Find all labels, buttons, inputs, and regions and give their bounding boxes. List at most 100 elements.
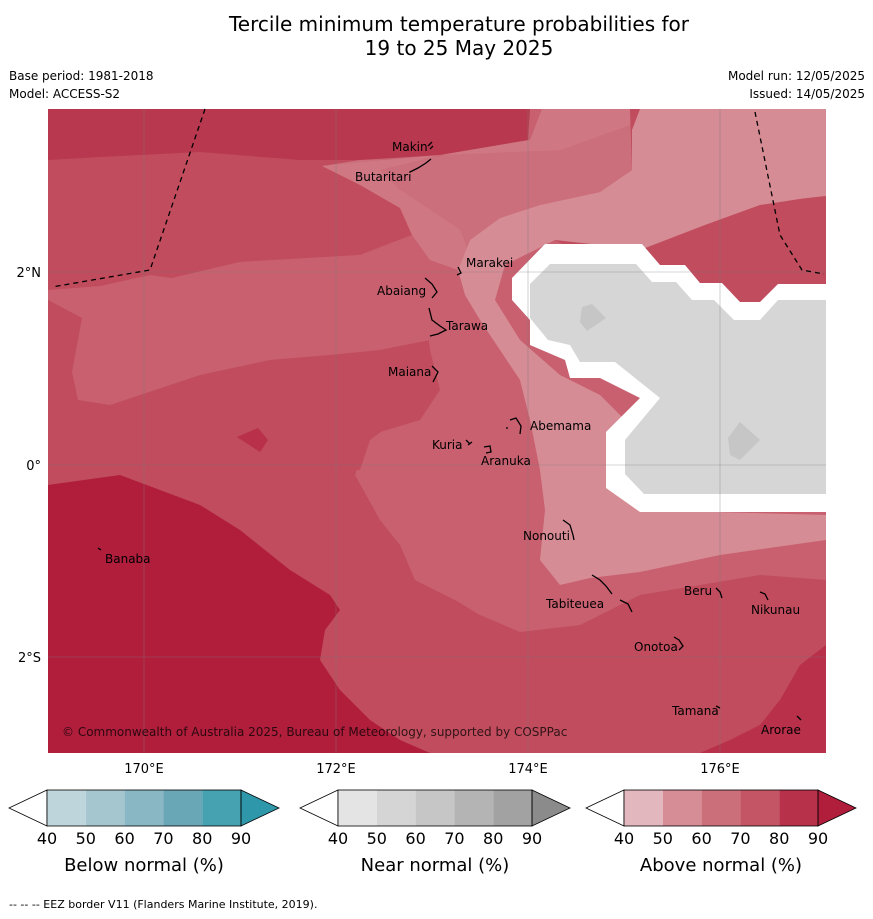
label-onotoa: Onotoa: [634, 640, 678, 654]
label-kuria: Kuria: [432, 438, 463, 452]
near-colorbar-low-arrow: [299, 789, 339, 827]
above-colorbar-tick: 40: [614, 829, 634, 848]
near-colorbar-tick: 70: [444, 829, 464, 848]
above-colorbar-tick: 90: [808, 829, 828, 848]
above-colorbar-tick: 70: [730, 829, 750, 848]
lon-tick-170e: 170°E: [124, 762, 164, 777]
above-colorbar-label: Above normal (%): [640, 855, 802, 876]
below-colorbar-label: Below normal (%): [64, 855, 224, 876]
below-colorbar-tick: 60: [114, 829, 134, 848]
near-colorbar-tick: 50: [367, 829, 387, 848]
label-nonouti: Nonouti: [523, 529, 570, 543]
eez-border-east: [754, 111, 825, 275]
island-onotoa: [673, 636, 684, 651]
below-colorbar-bin-1: [85, 790, 125, 826]
near-normal-patch-2: [728, 422, 760, 460]
island-maiana: [431, 365, 439, 383]
below-colorbar-tick: 80: [192, 829, 212, 848]
label-maiana: Maiana: [388, 365, 431, 379]
near-colorbar-bin-2: [415, 790, 455, 826]
lon-tick-172e: 172°E: [316, 762, 356, 777]
above-colorbar-bin-4: [779, 790, 818, 826]
label-butaritari: Butaritari: [355, 170, 412, 184]
base-period: Base period: 1981-2018: [9, 69, 154, 83]
region-above-80-north: [48, 109, 540, 160]
below-colorbar-low-arrow: [8, 789, 48, 827]
graticule: [48, 109, 826, 753]
label-marakei: Marakei: [466, 256, 513, 270]
island-tarawa: [428, 307, 448, 337]
near-colorbar-tick: 80: [483, 829, 503, 848]
below-colorbar-tick: 50: [76, 829, 96, 848]
colorbar-near-normal: 40 50 60 70 80 90 Near normal (%): [299, 789, 571, 876]
lon-tick-176e: 176°E: [700, 762, 740, 777]
island-nonouti: [562, 519, 575, 541]
below-colorbar-bin-2: [124, 790, 164, 826]
region-patch: [237, 428, 268, 452]
island-nikunau: [759, 591, 769, 601]
label-makin: Makin: [392, 140, 428, 154]
island-banaba: [97, 547, 102, 551]
near-colorbar-bin-0: [338, 790, 377, 826]
label-nikunau: Nikunau: [751, 603, 800, 617]
above-colorbar-bin-1: [662, 790, 702, 826]
colorbar-below-normal: 40 50 60 70 80 90 Below normal (%): [8, 789, 280, 876]
below-colorbar-tick: 70: [153, 829, 173, 848]
region-above-90-southwest: [48, 475, 430, 753]
label-banaba: Banaba: [105, 552, 151, 566]
island-kuria: [465, 439, 473, 446]
above-colorbar-frame: [623, 789, 819, 827]
label-aranuka: Aranuka: [481, 454, 531, 468]
above-colorbar-tick: 50: [653, 829, 673, 848]
meta-right: Model run: 12/05/2025 Issued: 14/05/2025: [728, 67, 865, 103]
below-colorbar-tick: 90: [231, 829, 251, 848]
above-colorbar-bin-2: [701, 790, 741, 826]
region-near-50-north: [322, 109, 632, 270]
near-colorbar-high-arrow: [531, 789, 571, 827]
lat-tick-2s: 2°S: [18, 651, 41, 666]
above-colorbar-high-arrow: [817, 789, 857, 827]
near-colorbar-bin-4: [493, 790, 532, 826]
colorbar-above-normal: 40 50 60 70 80 90 Above normal (%): [585, 789, 857, 876]
lon-tick-labels: 170°E 172°E 174°E 176°E: [124, 762, 740, 777]
lon-tick-174e: 174°E: [508, 762, 548, 777]
eez-borders: [51, 108, 825, 288]
probability-map: [48, 109, 826, 753]
label-abemama: Abemama: [530, 419, 591, 433]
island-butaritari: [409, 158, 432, 173]
model-name: Model: ACCESS-S2: [9, 87, 121, 101]
issued-date: Issued: 14/05/2025: [749, 87, 865, 101]
island-abemama: [506, 417, 522, 435]
below-colorbar-high-arrow: [240, 789, 280, 827]
place-labels: Makin Butaritari Marakei Abaiang Tarawa …: [105, 140, 801, 737]
region-above-80-southeast: [700, 645, 826, 753]
lat-tick-2n: 2°N: [17, 266, 42, 281]
near-colorbar-frame: [337, 789, 533, 827]
islands: [97, 141, 802, 721]
island-abaiang: [424, 277, 438, 299]
title-line-1: Tercile minimum temperature probabilitie…: [228, 12, 690, 36]
label-abaiang: Abaiang: [377, 284, 426, 298]
island-beru: [715, 587, 723, 599]
label-beru: Beru: [684, 584, 712, 598]
region-above-60-west: [48, 235, 440, 405]
eez-footnote: -- -- -- EEZ border V11 (Flanders Marine…: [9, 898, 318, 911]
near-colorbar-tick: 60: [405, 829, 425, 848]
above-colorbar-tick: 80: [769, 829, 789, 848]
label-tarawa: Tarawa: [445, 319, 488, 333]
lat-tick-0: 0°: [26, 459, 41, 474]
map-title: Tercile minimum temperature probabilitie…: [0, 12, 873, 60]
region-above-70-west: [48, 300, 440, 485]
near-colorbar-bin-3: [454, 790, 494, 826]
copyright-notice: © Commonwealth of Australia 2025, Bureau…: [62, 725, 567, 739]
above-colorbar-bin-3: [740, 790, 780, 826]
island-tamana: [715, 705, 721, 709]
below-colorbar-bin-3: [163, 790, 203, 826]
below-colorbar-bin-0: [47, 790, 86, 826]
near-colorbar-bin-1: [376, 790, 416, 826]
region-above-50: [458, 109, 826, 585]
label-arorae: Arorae: [761, 723, 801, 737]
lat-tick-labels: 2°N 0° 2°S: [17, 266, 42, 666]
below-colorbar-frame: [46, 789, 242, 827]
